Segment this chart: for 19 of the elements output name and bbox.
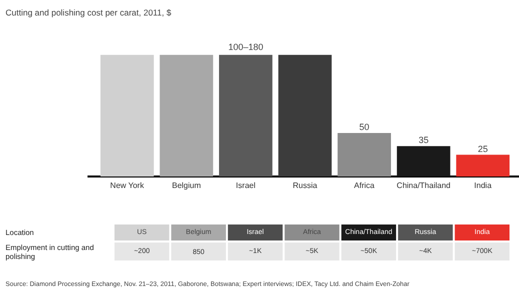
data-label: 25 [478,144,488,154]
category-label: India [474,181,492,190]
bar [338,133,391,176]
category-label: China/Thailand [396,181,450,190]
bar [219,54,272,176]
category-label: Russia [292,181,318,190]
data-label: 100–180 [228,42,264,52]
bar [160,54,214,176]
category-label: New York [110,181,144,190]
bar [456,154,510,176]
bar [100,54,154,176]
bar [396,146,450,176]
bar [278,54,332,176]
data-label: 35 [418,135,429,146]
chart-title: Cutting and polishing cost per carat, 2011, $ [6,8,172,18]
data-label: 50 [359,122,370,132]
category-label: Africa [354,181,375,190]
category-label: Israel [236,181,256,190]
category-label: Belgium [172,181,201,190]
